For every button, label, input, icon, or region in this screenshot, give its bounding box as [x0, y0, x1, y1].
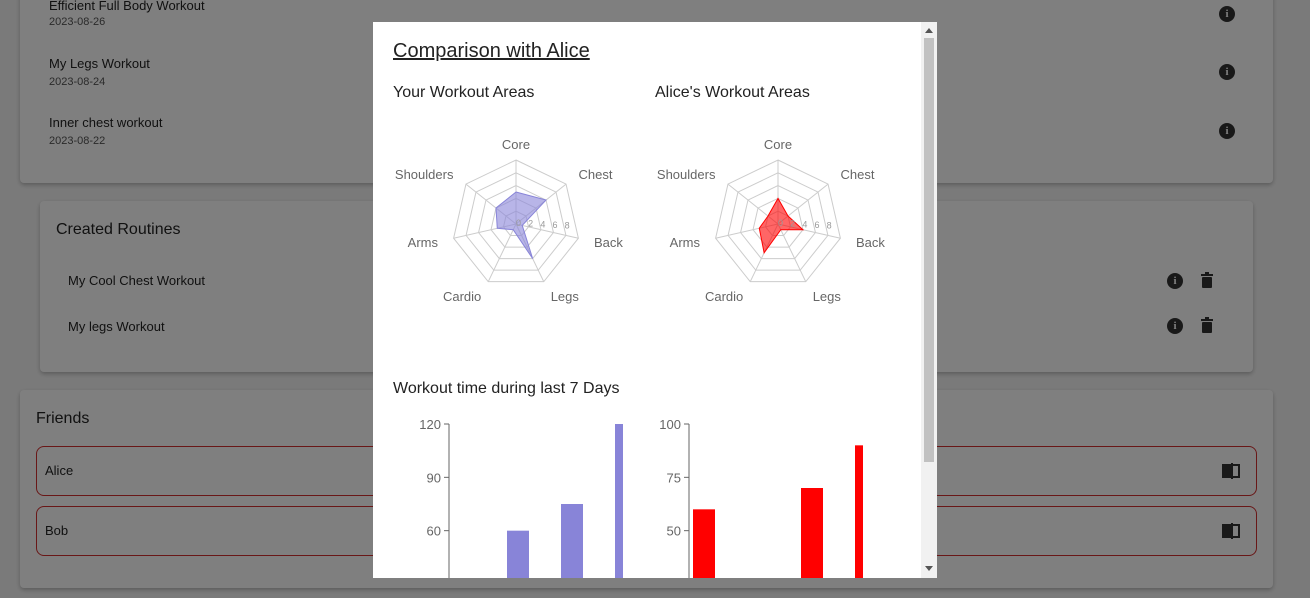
scroll-thumb[interactable] — [924, 38, 934, 462]
bar — [507, 530, 529, 578]
radar-tick-label: 0 — [778, 218, 783, 228]
radar-tick-label: 4 — [802, 219, 807, 229]
radar-tick-label: 0 — [516, 218, 521, 228]
radar-axis-label: Arms — [408, 235, 439, 250]
alice-radar-chart: 0 2 4 6 8 Core Chest Back Legs Cardio Arms Shoulder… — [657, 137, 885, 304]
scroll-down-arrow[interactable] — [925, 566, 933, 571]
your-time-bar-chart: 120 90 60 30 — [419, 417, 623, 578]
bar — [615, 424, 623, 578]
radar-grid-ring — [752, 197, 804, 248]
radar-tick-label: 2 — [790, 219, 795, 229]
radar-area — [495, 191, 547, 259]
radar-axis-label: Legs — [551, 289, 580, 304]
bar-y-tick-label: 100 — [659, 417, 681, 432]
bar — [801, 488, 823, 578]
radar-axis-label: Shoulders — [657, 167, 716, 182]
bar-y-tick-label: 30 — [427, 577, 441, 578]
radar-tick-label: 2 — [528, 219, 533, 229]
radar-grid-ring — [478, 185, 554, 260]
bar — [855, 445, 863, 578]
radar-grid-ring — [727, 172, 829, 271]
radar-axis-label: Legs — [813, 289, 842, 304]
comparison-modal: Comparison with Alice Your Workout Areas… — [373, 22, 937, 578]
radar-tick-label: 6 — [552, 220, 557, 230]
radar-axis-label: Cardio — [705, 289, 743, 304]
bar-y-tick-label: 120 — [419, 417, 441, 432]
radar-tick-label: 8 — [565, 221, 570, 231]
radar-axis-label: Chest — [579, 167, 613, 182]
radar-axis-label: Core — [764, 137, 792, 152]
radar-axis-label: Shoulders — [395, 167, 454, 182]
radar-spoke — [487, 223, 517, 282]
radar-grid-ring — [453, 159, 579, 283]
radar-axis-label: Cardio — [443, 289, 481, 304]
bar — [561, 504, 583, 578]
radar-grid-ring — [740, 185, 816, 260]
radar-axis-label: Back — [594, 235, 623, 250]
radar-tick-label: 4 — [540, 219, 545, 229]
radar-area — [758, 197, 805, 255]
radar-grid-ring — [465, 172, 567, 271]
bar-y-tick-label: 60 — [427, 524, 441, 539]
radar-axis-label: Core — [502, 137, 530, 152]
bar-y-tick-label: 50 — [667, 524, 681, 539]
bar-y-tick-label: 75 — [667, 470, 681, 485]
alice-time-bar-chart: 100 75 50 25 — [659, 417, 863, 578]
radar-tick-label: 6 — [814, 220, 819, 230]
radar-axis-label: Chest — [841, 167, 875, 182]
bar — [693, 509, 715, 578]
scroll-up-arrow[interactable] — [925, 28, 933, 33]
radar-grid-ring — [715, 159, 841, 283]
radar-tick-label: 8 — [827, 221, 832, 231]
radar-spoke — [515, 223, 579, 239]
alice-areas-title: Alice's Workout Areas — [655, 84, 810, 101]
radar-spoke — [777, 223, 807, 282]
modal-title: Comparison with Alice — [393, 40, 590, 62]
radar-axis-label: Back — [856, 235, 885, 250]
your-areas-title: Your Workout Areas — [393, 84, 535, 101]
your-radar-chart: 0 2 4 6 8 Core Chest Back Legs Cardio Arms Shoulder… — [395, 137, 623, 304]
radar-grid-ring — [490, 197, 542, 248]
workout-time-title: Workout time during last 7 Days — [393, 380, 620, 397]
modal-scrollbar[interactable] — [921, 22, 937, 578]
radar-axis-label: Arms — [670, 235, 701, 250]
bar-y-tick-label: 90 — [427, 470, 441, 485]
bar-y-tick-label: 25 — [667, 577, 681, 578]
